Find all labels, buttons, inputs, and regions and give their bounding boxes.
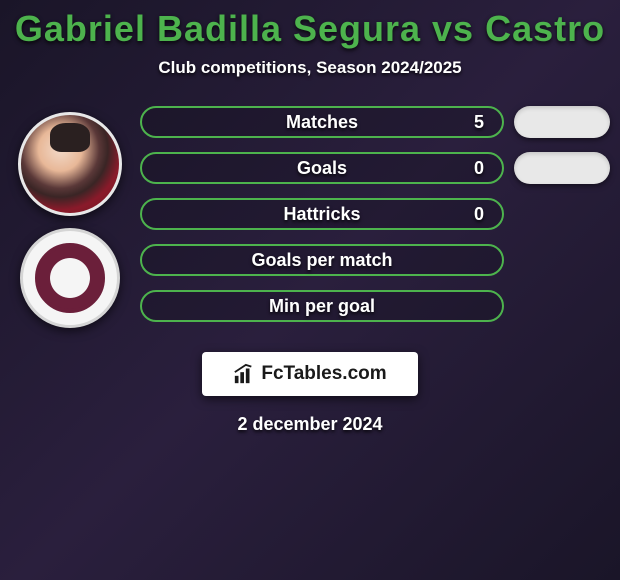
- stat-label: Matches: [286, 112, 358, 133]
- stat-value: 0: [474, 158, 484, 179]
- stats-column: Matches 5 Goals 0 Hattricks 0: [140, 106, 610, 322]
- footer: FcTables.com 2 december 2024: [10, 352, 610, 435]
- stat-label: Min per goal: [269, 296, 375, 317]
- stat-row-goals-per-match: Goals per match: [140, 244, 610, 276]
- club-logo: S: [20, 228, 120, 328]
- stat-bar: Goals per match: [140, 244, 504, 276]
- stat-value: 0: [474, 204, 484, 225]
- stat-label: Goals per match: [251, 250, 392, 271]
- chart-icon: [233, 363, 255, 385]
- comparison-pill: [514, 106, 610, 138]
- page-subtitle: Club competitions, Season 2024/2025: [10, 58, 610, 78]
- club-logo-initial: S: [35, 243, 105, 313]
- stat-row-min-per-goal: Min per goal: [140, 290, 610, 322]
- comparison-pill: [514, 152, 610, 184]
- stat-bar: Hattricks 0: [140, 198, 504, 230]
- stat-label: Goals: [297, 158, 347, 179]
- player-column: S: [10, 106, 130, 328]
- brand-box[interactable]: FcTables.com: [202, 352, 418, 396]
- stat-row-hattricks: Hattricks 0: [140, 198, 610, 230]
- stat-bar: Goals 0: [140, 152, 504, 184]
- date-text: 2 december 2024: [237, 414, 382, 435]
- stat-row-matches: Matches 5: [140, 106, 610, 138]
- page-title: Gabriel Badilla Segura vs Castro: [10, 8, 610, 50]
- stat-bar: Matches 5: [140, 106, 504, 138]
- stat-value: 5: [474, 112, 484, 133]
- player-avatar: [18, 112, 122, 216]
- brand-text: FcTables.com: [261, 363, 386, 385]
- stat-row-goals: Goals 0: [140, 152, 610, 184]
- stat-label: Hattricks: [283, 204, 360, 225]
- stat-bar: Min per goal: [140, 290, 504, 322]
- content-row: S Matches 5 Goals 0 Hattricks: [10, 106, 610, 328]
- comparison-card: Gabriel Badilla Segura vs Castro Club co…: [0, 0, 620, 443]
